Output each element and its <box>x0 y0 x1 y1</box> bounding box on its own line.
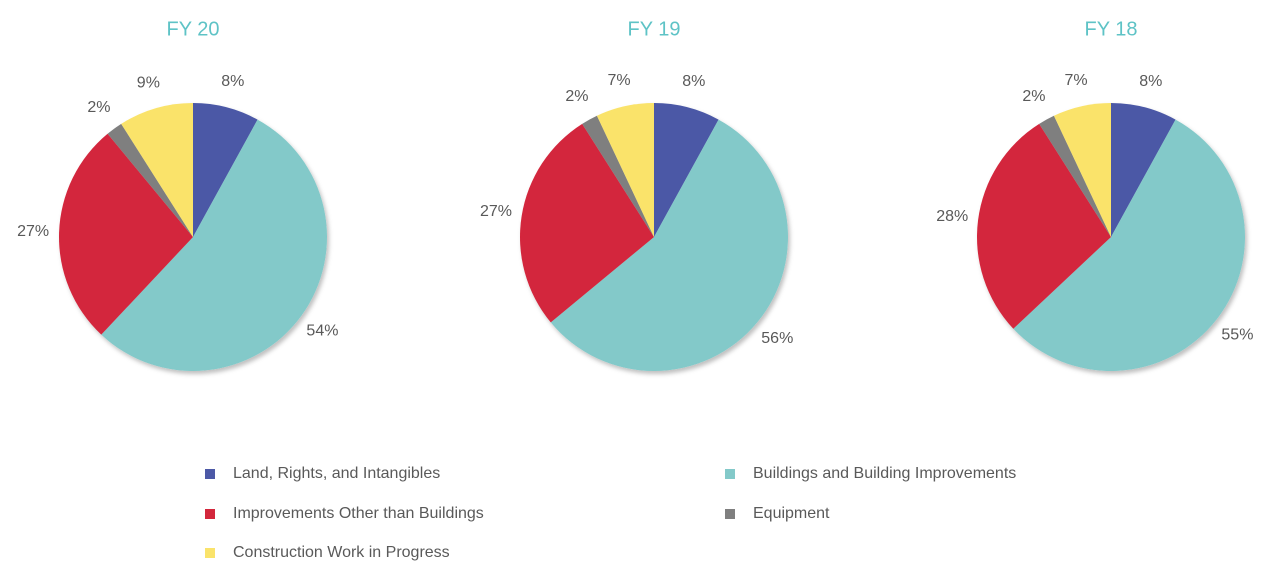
data-label: 8% <box>221 73 244 90</box>
data-label: 2% <box>1022 88 1045 105</box>
pie <box>977 103 1245 372</box>
pie-slice <box>519 123 654 323</box>
chart-title: FY 20 <box>167 18 220 40</box>
legend-label: Construction Work in Progress <box>233 544 450 561</box>
chart-title: FY 19 <box>628 18 681 40</box>
data-label: 8% <box>682 73 705 90</box>
legend-swatch <box>725 509 735 519</box>
pie-slice <box>1053 103 1111 237</box>
pie-slice <box>193 103 258 237</box>
pie-slice <box>654 103 719 237</box>
pie-slice <box>107 123 193 237</box>
data-label: 9% <box>137 75 160 92</box>
data-label: 27% <box>17 223 49 240</box>
data-label: 8% <box>1139 73 1162 90</box>
data-label: 56% <box>761 330 793 347</box>
legend-swatch <box>205 469 215 479</box>
pie <box>519 103 788 371</box>
pie-slice <box>582 115 654 237</box>
pie-slice <box>1013 119 1245 372</box>
data-label: 7% <box>1065 72 1088 89</box>
chart-title: FY 18 <box>1085 18 1138 40</box>
legend-label: Improvements Other than Buildings <box>233 505 484 522</box>
data-label: 55% <box>1221 326 1253 343</box>
data-label: 27% <box>480 203 512 220</box>
data-label: 28% <box>936 208 968 225</box>
legend-swatch <box>725 469 735 479</box>
data-label: 2% <box>87 99 110 116</box>
pie-slice <box>121 103 193 237</box>
pie-slice <box>101 119 327 371</box>
data-label: 7% <box>608 72 631 89</box>
legend-label: Equipment <box>753 505 830 522</box>
pie-slice <box>596 103 654 237</box>
legend-swatch <box>205 548 215 558</box>
pie-slice <box>1111 103 1176 237</box>
legend-label: Land, Rights, and Intangibles <box>233 465 440 482</box>
pie <box>59 103 327 371</box>
pie-slice <box>977 123 1111 329</box>
pie-slice <box>550 119 788 371</box>
pie-slice <box>1039 115 1111 237</box>
data-label: 2% <box>565 88 588 105</box>
data-label: 54% <box>306 322 338 339</box>
pie-slice <box>59 133 193 335</box>
legend-swatch <box>205 509 215 519</box>
legend-label: Buildings and Building Improvements <box>753 465 1016 482</box>
